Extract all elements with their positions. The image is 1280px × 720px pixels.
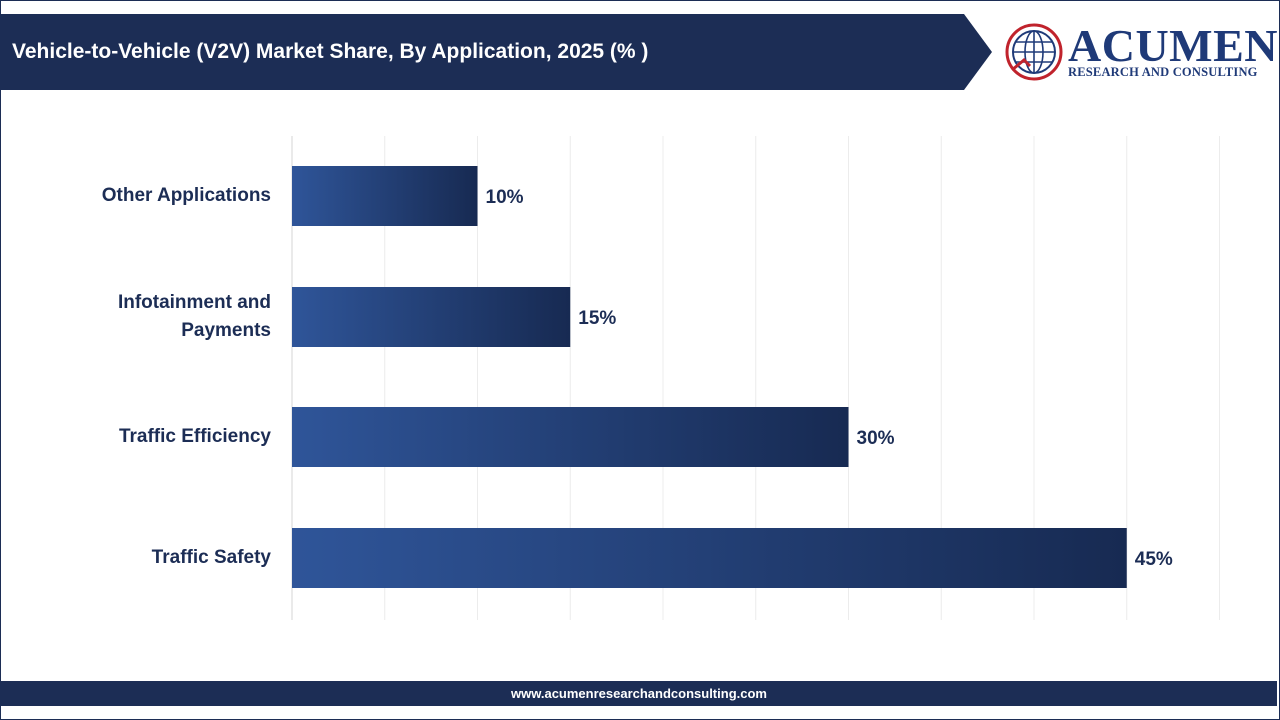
logo-wordmark: ACUMEN [1068, 20, 1278, 71]
category-label-1: Infotainment and Payments [117, 292, 271, 341]
data-label-0: 10% [486, 187, 524, 208]
brand-logo: ACUMEN RESEARCH AND CONSULTING [1004, 22, 1277, 82]
footer-url: www.acumenresearchandconsulting.com [1, 681, 1277, 706]
header-banner: Vehicle-to-Vehicle (V2V) Market Share, B… [0, 14, 994, 90]
globe-icon [1005, 23, 1063, 81]
category-label-0: Other Applications [101, 185, 271, 206]
bar-2 [292, 407, 849, 467]
header-banner-shape [0, 14, 992, 90]
bar-1 [292, 287, 571, 347]
bar-0 [292, 166, 478, 226]
bar-chart: 10% 15% 30% 45% Other Applications Infotainm… [0, 120, 1280, 640]
logo-subtitle: RESEARCH AND CONSULTING [1068, 65, 1258, 79]
data-label-3: 45% [1135, 549, 1173, 570]
bar-3 [292, 528, 1127, 588]
category-label-3: Traffic Safety [151, 547, 271, 568]
data-label-2: 30% [857, 428, 895, 449]
bar-chart-plot: 10% 15% 30% 45% [291, 136, 1220, 620]
category-label-2: Traffic Efficiency [118, 426, 271, 447]
chart-title: Vehicle-to-Vehicle (V2V) Market Share, B… [12, 40, 649, 63]
data-label-1: 15% [578, 308, 616, 329]
